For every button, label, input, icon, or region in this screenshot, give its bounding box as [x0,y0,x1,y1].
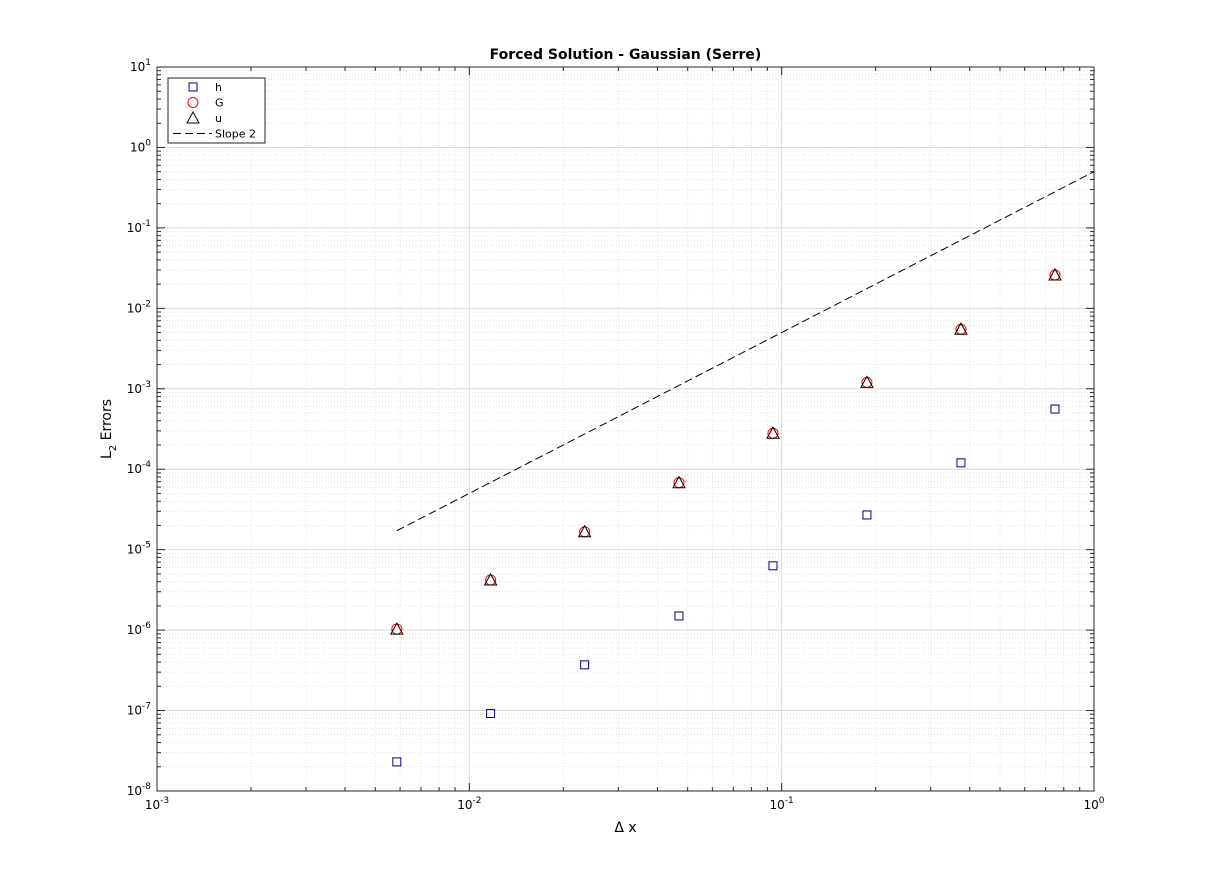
legend-entry: u [186,110,222,125]
data-series [389,171,1095,767]
legend-box [167,77,266,144]
data-point-triangle [954,322,968,335]
legend-label: G [215,97,224,110]
data-point-triangle [860,375,874,388]
legend-label: h [215,81,222,94]
data-point-square [1050,404,1060,414]
y-axis-label: L2 Errors [99,399,119,459]
data-point-triangle [483,572,498,586]
legend-marker [186,110,200,124]
y-tick-label: 10-1 [127,219,151,235]
y-tick-label: 100 [130,138,151,154]
data-point-square [768,561,778,571]
data-point-triangle [577,524,592,538]
data-point-triangle [672,475,686,489]
legend-marker [187,97,199,108]
data-point-square [674,611,684,621]
x-tick-label: 100 [1083,796,1104,812]
data-point-square [486,708,496,718]
legend-label: u [215,112,222,125]
y-tick-label: 10-4 [127,460,152,476]
legend-entry: h [188,81,222,94]
legend-label: Slope 2 [215,128,256,141]
data-point-triangle [389,622,404,635]
y-tick-label: 10-3 [127,380,151,396]
series-0 [392,404,1060,767]
plot-area [156,66,1095,792]
x-tick-label: 10-3 [145,796,169,812]
data-point-triangle [766,426,780,439]
y-tick-label: 101 [130,58,151,74]
series-3 [396,171,1095,532]
legend: hGu Slope 2 [167,77,266,144]
x-axis-label: Δ x [614,820,636,836]
x-tick-label: 10-1 [770,796,794,812]
legend-entry: G [187,97,224,110]
x-tick-label: 10-2 [457,796,481,812]
y-tick-label: 10-5 [127,541,151,557]
y-tick-label: 10-7 [127,702,151,718]
y-tick-label: 10-8 [127,782,152,798]
data-point-square [580,660,590,670]
y-axis-label-rest: Errors [99,399,115,445]
grid [157,67,1094,791]
slope-line [396,171,1095,532]
legend-marker [188,82,198,92]
legend-entry: Slope 2 [173,128,256,141]
y-tick-label: 10-2 [127,299,151,315]
y-tick-label: 10-6 [127,621,152,637]
chart-title: Forced Solution - Gaussian (Serre) [490,47,762,63]
y-axis-label-subscript: 2 [108,445,119,451]
data-point-square [862,510,872,520]
data-point-square [956,458,966,468]
axis-ticks: 10-3 10-2 10-1 100 10-8 10-7 10-6 10-5 10-4 10-3 1… [127,58,1105,812]
data-point-square [392,757,402,767]
y-axis-label-main: L [99,451,115,459]
data-point-triangle [1048,267,1062,281]
series-2 [389,267,1062,635]
